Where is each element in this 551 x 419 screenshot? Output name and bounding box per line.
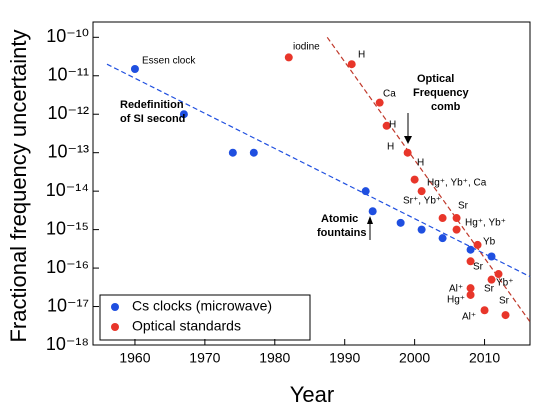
annotation: of SI second	[120, 113, 185, 125]
annotation: Sr	[473, 262, 484, 273]
annotation: Al⁺	[462, 312, 476, 323]
x-tick-label: 1960	[119, 350, 150, 366]
point	[382, 121, 391, 130]
point	[487, 252, 496, 261]
x-tick-label: 2010	[469, 350, 500, 366]
arrow-head	[404, 136, 412, 144]
y-tick-label: 10⁻¹⁸	[46, 334, 89, 354]
point	[396, 218, 405, 227]
legend-label: Optical standards	[132, 318, 241, 334]
x-tick-label: 1990	[329, 350, 360, 366]
y-tick-label: 10⁻¹⁷	[47, 295, 89, 315]
point	[410, 175, 419, 184]
annotation: Hg⁺, Yb⁺, Ca	[427, 178, 487, 189]
point	[417, 187, 426, 196]
annotation: Atomic	[321, 213, 358, 225]
annotation: Hg⁺	[447, 295, 465, 306]
y-axis-label: Fractional frequency uncertainty	[6, 29, 31, 342]
point	[452, 214, 461, 223]
point	[347, 60, 356, 69]
annotation: Sr	[484, 284, 495, 295]
point	[228, 148, 237, 157]
point	[179, 110, 188, 119]
x-tick-label: 2000	[399, 350, 430, 366]
y-tick-label: 10⁻¹⁶	[46, 257, 89, 277]
annotation: Hg⁺, Yb⁺	[465, 218, 506, 229]
annotation: fountains	[317, 227, 367, 239]
annotation: H	[387, 142, 394, 153]
y-tick-label: 10⁻¹¹	[47, 65, 89, 85]
point	[375, 98, 384, 107]
point	[403, 148, 412, 157]
annotation: Al⁺	[449, 284, 463, 295]
point	[487, 275, 496, 284]
point	[438, 234, 447, 243]
point	[284, 53, 293, 62]
x-tick-label: 1970	[189, 350, 220, 366]
point	[473, 240, 482, 249]
y-tick-label: 10⁻¹²	[47, 103, 89, 123]
point	[438, 214, 447, 223]
annotation: Ca	[383, 89, 396, 100]
annotation: Sr⁺, Yb⁺	[403, 196, 441, 207]
annotation: comb	[431, 101, 461, 113]
annotation: Yb	[483, 237, 496, 248]
annotation: Optical	[417, 73, 454, 85]
point	[368, 207, 377, 216]
legend-label: Cs clocks (microwave)	[132, 298, 272, 314]
trend-line	[106, 63, 531, 278]
point	[466, 290, 475, 299]
x-axis-label: Year	[290, 382, 334, 407]
point	[452, 225, 461, 234]
point	[494, 270, 503, 279]
point	[466, 284, 475, 293]
legend-marker	[111, 323, 119, 331]
arrow-head	[367, 216, 373, 224]
point	[466, 257, 475, 266]
point	[480, 306, 489, 315]
annotation: H	[417, 158, 424, 169]
point	[417, 225, 426, 234]
annotation: Frequency	[413, 87, 470, 99]
annotation: H	[389, 120, 396, 131]
annotation: Yb⁺	[496, 278, 514, 289]
point	[501, 311, 510, 320]
annotation: Sr	[499, 296, 510, 307]
point	[466, 245, 475, 254]
legend-box	[99, 294, 311, 341]
y-tick-label: 10⁻¹⁵	[46, 218, 89, 238]
annotation: H	[358, 50, 365, 61]
legend-marker	[111, 303, 119, 311]
y-tick-label: 10⁻¹⁴	[46, 180, 89, 200]
x-tick-label: 1980	[259, 350, 290, 366]
point	[361, 187, 370, 196]
annotation: Essen clock	[142, 56, 196, 67]
annotation: Sr	[458, 201, 469, 212]
annotation: Redefinition	[120, 99, 184, 111]
point	[130, 64, 139, 73]
y-tick-label: 10⁻¹³	[47, 141, 89, 161]
annotation: iodine	[293, 42, 320, 53]
point	[249, 148, 258, 157]
plot-frame	[92, 21, 531, 346]
y-tick-label: 10⁻¹⁰	[46, 26, 89, 46]
